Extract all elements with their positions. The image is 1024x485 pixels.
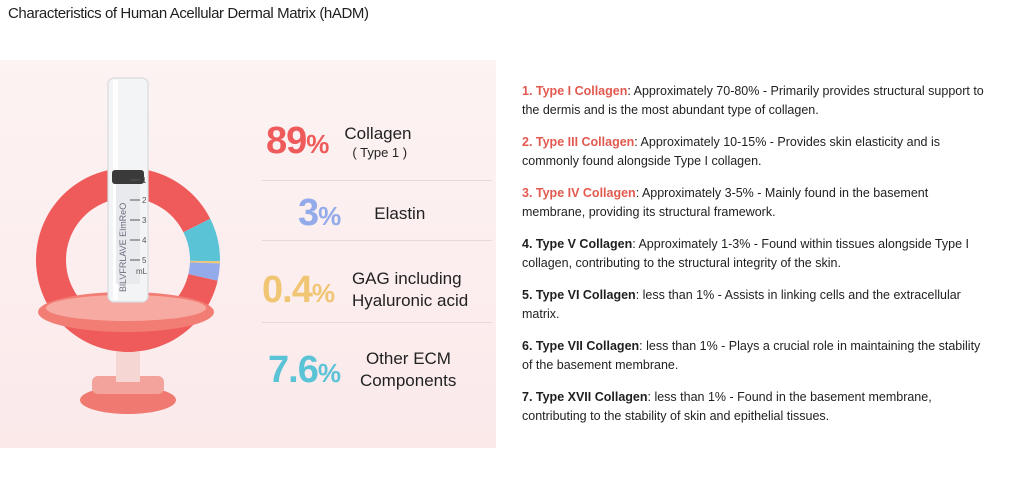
list-item: 5. Type VI Collagen: less than 1% - Assi… — [522, 286, 992, 324]
stat-ecm: 7.6% Other ECM Components — [268, 348, 456, 392]
collagen-type-name: 1. Type I Collagen — [522, 84, 628, 98]
collagen-type-name: 3. Type IV Collagen — [522, 186, 636, 200]
stat-gag: 0.4% GAG including Hyaluronic acid — [262, 268, 468, 312]
collagen-type-name: 2. Type III Collagen — [522, 135, 635, 149]
stat-label: Collagen — [344, 124, 412, 143]
divider — [262, 180, 492, 181]
list-item: 3. Type IV Collagen: Approximately 3-5% … — [522, 184, 992, 222]
syringe-tick-label: 2 — [142, 196, 147, 205]
collagen-type-desc: : less than 1% - Plays a crucial role in… — [522, 339, 981, 372]
slice-gag — [189, 260, 220, 264]
syringe-tick-label: 1 — [142, 176, 147, 185]
stat-value: 89% — [266, 120, 329, 162]
list-item: 6. Type VII Collagen: less than 1% - Pla… — [522, 337, 992, 375]
collagen-type-name: 5. Type VI Collagen — [522, 288, 636, 302]
collagen-type-desc: : Approximately 10-15% - Provides skin e… — [522, 135, 940, 168]
collagen-type-name: 7. Type XVII Collagen — [522, 390, 648, 404]
list-item: 4. Type V Collagen: Approximately 1-3% -… — [522, 235, 992, 273]
syringe-illustration: 1 2 3 4 5 BlLVFRLAVE ElmReO mL — [38, 77, 214, 414]
list-item: 7. Type XVII Collagen: less than 1% - Fo… — [522, 388, 992, 426]
divider — [262, 322, 492, 323]
stat-elastin: 3% Elastin — [298, 192, 425, 235]
stat-label: Other ECM — [365, 349, 451, 368]
syringe-brand: BlLVFRLAVE ElmReO — [118, 203, 128, 292]
collagen-type-desc: : less than 1% - Assists in linking cell… — [522, 288, 961, 321]
stat-sublabel: Components — [359, 371, 457, 390]
collagen-type-name: 6. Type VII Collagen — [522, 339, 640, 353]
collagen-type-desc: : Approximately 70-80% - Primarily provi… — [522, 84, 984, 117]
divider — [262, 240, 492, 241]
stat-sublabel: ( Type 1 ) — [352, 145, 408, 160]
stat-value: 0.4% — [262, 268, 335, 311]
stat-value: 7.6% — [268, 348, 341, 391]
syringe-unit: mL — [136, 267, 148, 276]
syringe-tick-label: 5 — [142, 256, 147, 265]
stat-value: 3% — [298, 192, 341, 234]
syringe-tick-label: 3 — [142, 216, 147, 225]
stat-label: GAG including — [351, 269, 462, 288]
collagen-type-desc: : less than 1% - Found in the basement m… — [522, 390, 932, 423]
chart-panel: 1 2 3 4 5 BlLVFRLAVE ElmReO mL 89% Collagen … — [0, 60, 496, 448]
list-item: 2. Type III Collagen: Approximately 10-1… — [522, 133, 992, 171]
collagen-type-desc: : Approximately 1-3% - Found within tiss… — [522, 237, 969, 270]
collagen-type-desc: : Approximately 3-5% - Mainly found in t… — [522, 186, 929, 219]
collagen-type-name: 4. Type V Collagen — [522, 237, 633, 251]
slice-elastin — [188, 262, 220, 281]
syringe-tick-label: 4 — [142, 236, 147, 245]
list-item: 1. Type I Collagen: Approximately 70-80%… — [522, 82, 992, 120]
slice-other-ecm — [183, 218, 220, 262]
donut-chart: 1 2 3 4 5 BlLVFRLAVE ElmReO mL — [36, 77, 220, 414]
stat-label: Elastin — [374, 203, 426, 223]
stat-collagen: 89% Collagen ( Type 1 ) — [266, 120, 412, 163]
stat-sublabel: Hyaluronic acid — [351, 291, 469, 310]
collagen-type-list: 1. Type I Collagen: Approximately 70-80%… — [522, 82, 992, 439]
page-title: Characteristics of Human Acellular Derma… — [8, 5, 369, 22]
